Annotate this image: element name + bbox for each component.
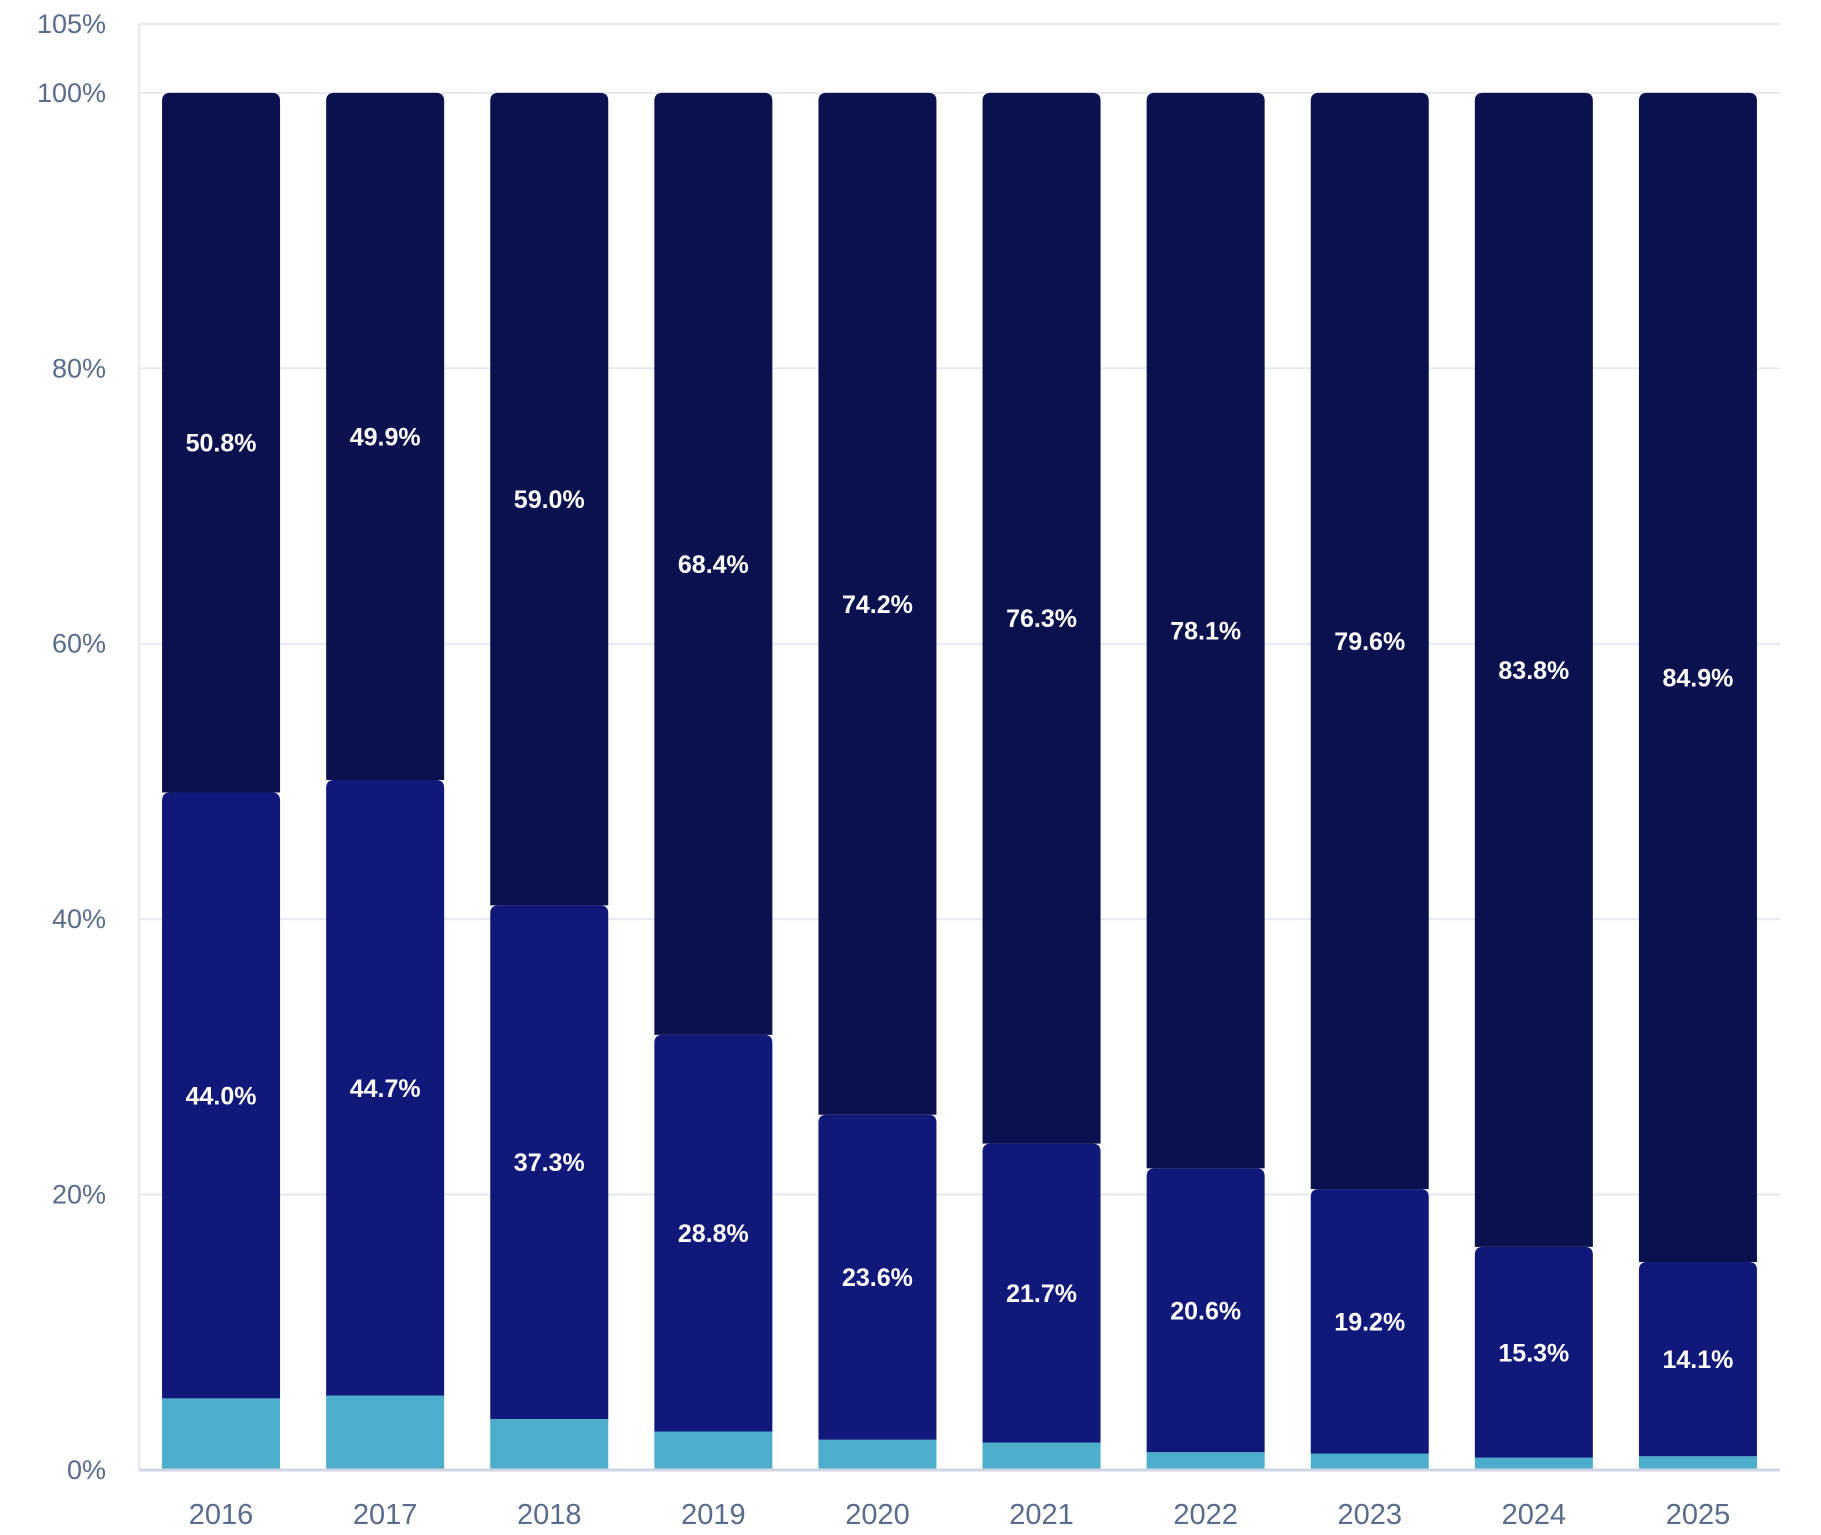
data-label: 19.2% xyxy=(1334,1308,1405,1336)
x-tick-label: 2021 xyxy=(1009,1499,1074,1530)
data-label: 68.4% xyxy=(678,551,749,579)
data-label: 15.3% xyxy=(1498,1339,1569,1367)
bar-segment-2019-s1 xyxy=(654,1034,773,1432)
bar-segment-2018-s1 xyxy=(490,905,609,1420)
data-label: 79.6% xyxy=(1334,628,1405,656)
bar-segment-2017-s2 xyxy=(326,92,445,781)
data-label: 84.9% xyxy=(1663,664,1734,692)
bar-segment-2025-s2 xyxy=(1638,92,1757,1263)
bar-segment-2024-s0 xyxy=(1474,1457,1593,1470)
data-label: 44.0% xyxy=(186,1082,257,1110)
bar-segment-2020-s0 xyxy=(818,1439,937,1470)
y-tick-label: 80% xyxy=(52,353,106,383)
bar-segment-2019-s0 xyxy=(654,1431,773,1470)
data-label: 74.2% xyxy=(842,591,913,619)
data-label: 76.3% xyxy=(1006,605,1077,633)
data-labels-layer: 44.0% 50.8% 44.7% 49.9% 37.3% 59.0% 28.8% 68.4%… xyxy=(186,423,1734,1374)
bar-segment-2019-s2 xyxy=(654,92,773,1035)
data-label: 83.8% xyxy=(1498,657,1569,685)
bar-segment-2025-s1 xyxy=(1638,1262,1757,1457)
bar-segment-2022-s2 xyxy=(1146,92,1265,1169)
bar-segment-2023-s2 xyxy=(1310,92,1429,1190)
x-tick-label: 2016 xyxy=(189,1499,254,1530)
bar-segment-2022-s1 xyxy=(1146,1168,1265,1453)
x-tick-label: 2019 xyxy=(681,1499,746,1530)
bar-segment-2025-s0 xyxy=(1638,1456,1757,1470)
data-label: 21.7% xyxy=(1006,1280,1077,1308)
bar-segment-2016-s0 xyxy=(162,1398,281,1470)
x-tick-label: 2017 xyxy=(353,1499,418,1530)
bar-segment-2022-s0 xyxy=(1146,1452,1265,1470)
bar-segment-2023-s0 xyxy=(1310,1453,1429,1470)
bar-segment-2023-s1 xyxy=(1310,1189,1429,1454)
bar-segment-2017-s0 xyxy=(326,1395,445,1470)
data-label: 78.1% xyxy=(1170,618,1241,646)
x-tick-label: 2020 xyxy=(845,1499,910,1530)
data-label: 20.6% xyxy=(1170,1297,1241,1325)
bar-segment-2017-s1 xyxy=(326,780,445,1396)
bar-segment-2020-s2 xyxy=(818,92,937,1115)
data-label: 14.1% xyxy=(1663,1346,1734,1374)
bar-segment-2024-s1 xyxy=(1474,1246,1593,1458)
bar-segment-2016-s2 xyxy=(162,92,281,793)
bar-segment-2018-s0 xyxy=(490,1419,609,1470)
y-tick-label: 0% xyxy=(67,1455,106,1485)
data-label: 23.6% xyxy=(842,1264,913,1292)
x-tick-label: 2024 xyxy=(1502,1499,1567,1530)
axis-layer: 0% 20% 40% 60% 80% 100% 105% 2016 2017 2018 2019 20… xyxy=(37,9,1780,1531)
y-tick-label: 20% xyxy=(52,1180,106,1210)
bar-segment-2021-s0 xyxy=(982,1442,1101,1470)
data-label: 50.8% xyxy=(186,430,257,458)
data-label: 44.7% xyxy=(350,1075,421,1103)
x-tick-label: 2018 xyxy=(517,1499,582,1530)
bar-segment-2024-s2 xyxy=(1474,92,1593,1247)
y-tick-label: 105% xyxy=(37,9,106,39)
data-label: 59.0% xyxy=(514,486,585,514)
y-tick-label: 60% xyxy=(52,629,106,659)
data-label: 49.9% xyxy=(350,423,421,451)
x-tick-label: 2023 xyxy=(1337,1499,1402,1530)
bar-segment-2021-s2 xyxy=(982,92,1101,1144)
data-label: 37.3% xyxy=(514,1149,585,1177)
data-label: 28.8% xyxy=(678,1220,749,1248)
x-tick-label: 2025 xyxy=(1666,1499,1731,1530)
bar-segment-2018-s2 xyxy=(490,92,609,906)
bar-segment-2016-s1 xyxy=(162,792,281,1399)
bars-layer xyxy=(162,92,1757,1470)
y-tick-label: 40% xyxy=(52,904,106,934)
y-tick-label: 100% xyxy=(37,78,106,108)
x-tick-label: 2022 xyxy=(1173,1499,1238,1530)
bar-segment-2021-s1 xyxy=(982,1143,1101,1443)
bar-segment-2020-s1 xyxy=(818,1114,937,1440)
